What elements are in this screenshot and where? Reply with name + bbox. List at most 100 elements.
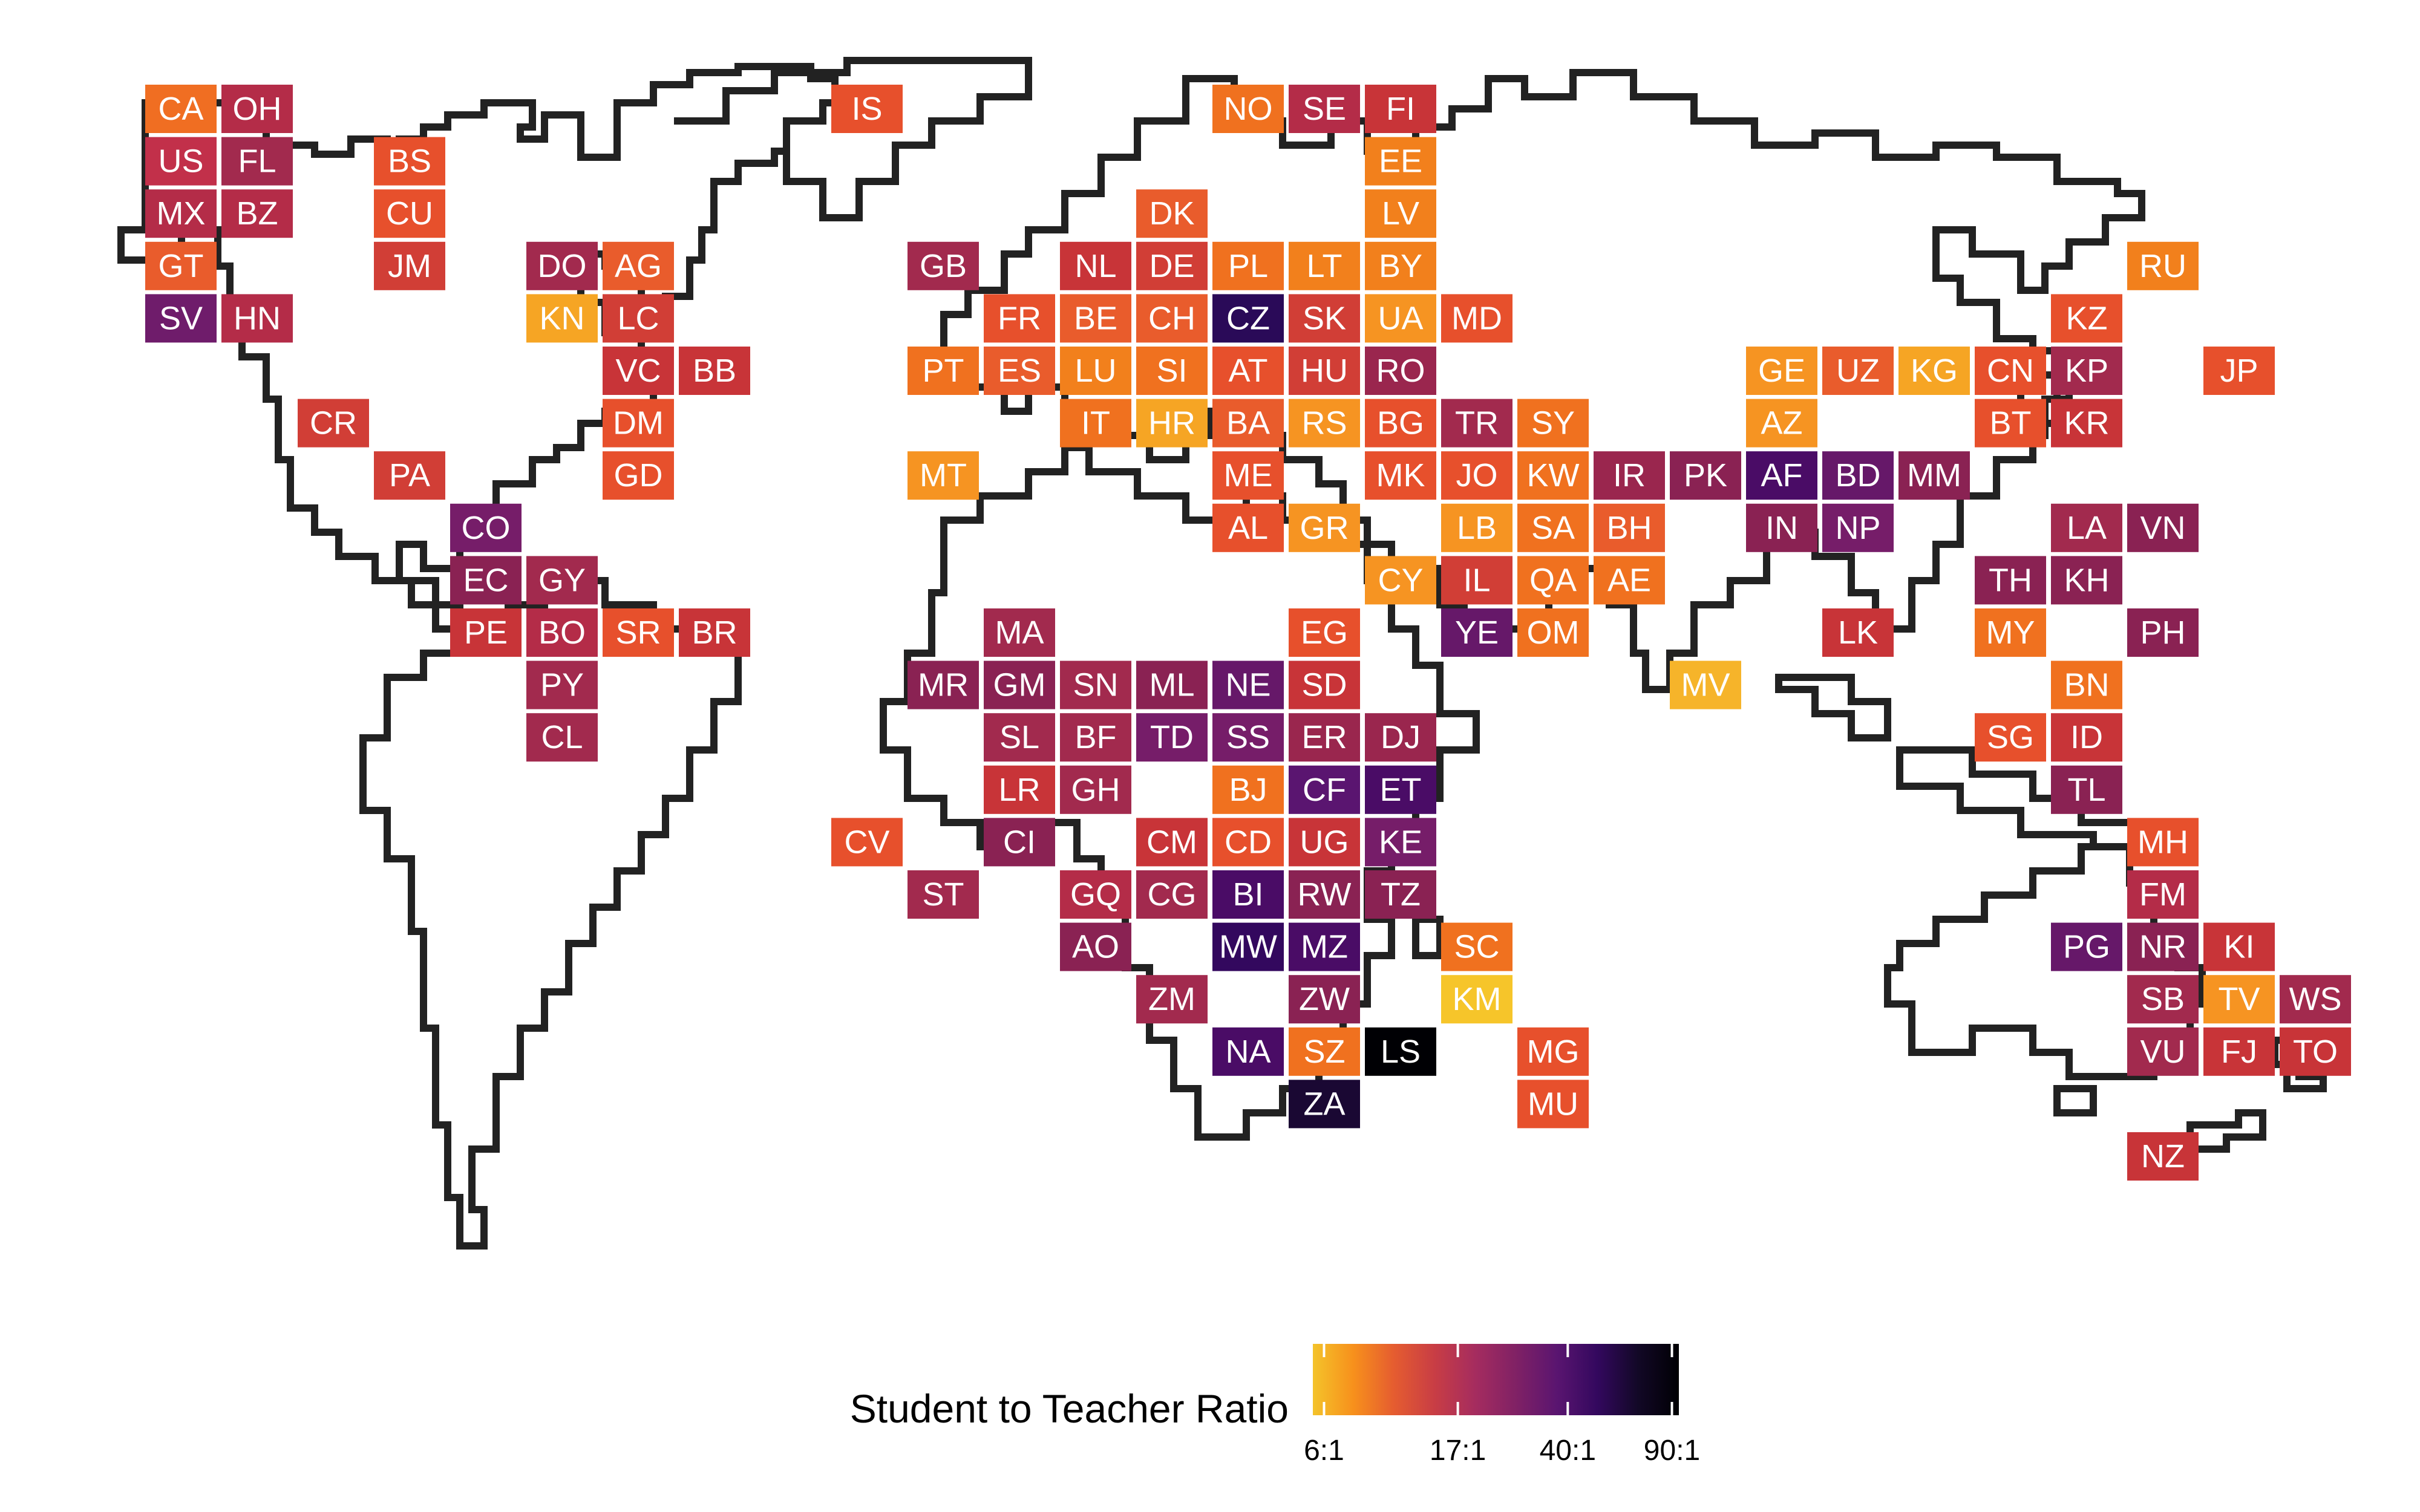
country-tile-fill <box>1975 608 2046 657</box>
country-code-label: BB <box>693 353 736 389</box>
country-code-label: GT <box>159 248 204 284</box>
country-tile-fill <box>1060 294 1131 343</box>
country-tile-cg: CG <box>1136 870 1208 919</box>
country-code-label: BH <box>1606 510 1652 546</box>
country-code-label: BT <box>1989 405 2031 442</box>
country-tile-fill <box>1975 399 2046 448</box>
country-code-label: ID <box>2070 719 2103 755</box>
country-tile-fill <box>145 189 217 238</box>
country-tile-fill <box>2127 1027 2199 1076</box>
country-code-label: JO <box>1456 457 1497 494</box>
country-code-label: KW <box>1527 457 1580 494</box>
country-tile-fill <box>603 241 674 290</box>
country-code-label: BY <box>1379 248 1422 284</box>
country-tile-fill <box>1289 713 1360 762</box>
country-tile-fill <box>374 451 445 500</box>
country-tile-fill <box>1365 818 1436 867</box>
coastline-tasmania <box>2053 1085 2097 1116</box>
country-code-label: KI <box>2223 929 2254 965</box>
country-code-label: SG <box>1987 719 2034 755</box>
country-tile-bn: BN <box>2051 660 2122 709</box>
country-tile-fill <box>1975 713 2046 762</box>
country-tile-fill <box>2051 294 2122 343</box>
country-tile-dm: DM <box>603 399 674 448</box>
country-tile-fill <box>603 608 674 657</box>
country-code-label: MM <box>1907 457 1961 494</box>
country-code-label: JM <box>388 248 431 284</box>
country-tile-mh: MH <box>2127 818 2199 867</box>
country-code-label: OM <box>1527 614 1580 651</box>
country-tile-kn: KN <box>526 294 598 343</box>
country-code-label: RW <box>1298 876 1352 913</box>
country-tile-bj: BJ <box>1212 765 1284 814</box>
country-tile-fill <box>2127 503 2199 552</box>
country-code-label: BJ <box>1229 772 1267 808</box>
country-tile-fill <box>1594 556 1665 605</box>
country-code-label: NZ <box>2141 1138 2185 1175</box>
country-tile-st: ST <box>908 870 979 919</box>
country-tile-hn: HN <box>221 294 293 343</box>
country-tile-kz: KZ <box>2051 294 2122 343</box>
country-code-label: MG <box>1527 1034 1580 1070</box>
coastline-madagascar <box>1412 916 1444 959</box>
country-code-label: ZW <box>1299 981 1350 1017</box>
country-tile-fill <box>1212 1027 1284 1076</box>
country-tile-fill <box>374 137 445 186</box>
country-tile-do: DO <box>526 241 598 290</box>
country-code-label: PG <box>2063 929 2110 965</box>
country-code-label: HR <box>1148 405 1195 442</box>
country-tile-nr: NR <box>2127 922 2199 971</box>
country-tile-lb: LB <box>1441 503 1512 552</box>
country-tile-fill <box>1212 870 1284 919</box>
country-tile-fill <box>1441 294 1512 343</box>
country-tile-my: MY <box>1975 608 2046 657</box>
country-tile-fill <box>1289 922 1360 971</box>
country-tile-fill <box>145 137 217 186</box>
country-code-label: VN <box>2140 510 2185 546</box>
country-tile-mk: MK <box>1365 451 1436 500</box>
coastline-greenland <box>674 57 1032 221</box>
country-tile-fill <box>1822 451 1894 500</box>
country-tile-dj: DJ <box>1365 713 1436 762</box>
country-code-label: PH <box>2140 614 2185 651</box>
country-code-label: CD <box>1225 824 1272 860</box>
country-tile-fill <box>984 347 1055 395</box>
country-tile-fill <box>1898 347 1970 395</box>
country-code-label: MU <box>1528 1086 1578 1122</box>
country-code-label: CR <box>310 405 357 442</box>
country-tile-ca: CA <box>145 85 217 133</box>
country-code-label: BR <box>692 614 737 651</box>
country-tile-fill <box>450 503 522 552</box>
country-tile-sa: SA <box>1517 503 1589 552</box>
country-tile-mw: MW <box>1212 922 1284 971</box>
country-code-label: RS <box>1301 405 1347 442</box>
country-tile-km: KM <box>1441 975 1512 1024</box>
country-tile-fill <box>1212 241 1284 290</box>
country-code-label: BI <box>1232 876 1263 913</box>
country-tile-fill <box>526 608 598 657</box>
country-tile-fill <box>2127 241 2199 290</box>
country-tile-ki: KI <box>2203 922 2275 971</box>
country-tile-fill <box>1365 765 1436 814</box>
country-tile-fill <box>2203 1027 2275 1076</box>
country-tile-kh: KH <box>2051 556 2122 605</box>
country-code-label: MA <box>995 614 1044 651</box>
country-tile-fill <box>1594 503 1665 552</box>
country-code-label: NA <box>1225 1034 1270 1070</box>
country-tile-zw: ZW <box>1289 975 1360 1024</box>
country-tile-fill <box>1136 818 1208 867</box>
country-code-label: MW <box>1219 929 1277 965</box>
country-tile-ss: SS <box>1212 713 1284 762</box>
coastline-islands-asia <box>1775 674 1891 741</box>
country-tile-fill <box>1136 399 1208 448</box>
country-tile-fill <box>374 189 445 238</box>
country-code-label: MY <box>1986 614 2035 651</box>
country-code-label: DK <box>1149 195 1194 232</box>
country-tile-fill <box>2051 660 2122 709</box>
country-tile-pl: PL <box>1212 241 1284 290</box>
country-tile-jm: JM <box>374 241 445 290</box>
country-tile-ae: AE <box>1594 556 1665 605</box>
country-code-label: GY <box>538 562 586 598</box>
country-code-label: MZ <box>1301 929 1348 965</box>
